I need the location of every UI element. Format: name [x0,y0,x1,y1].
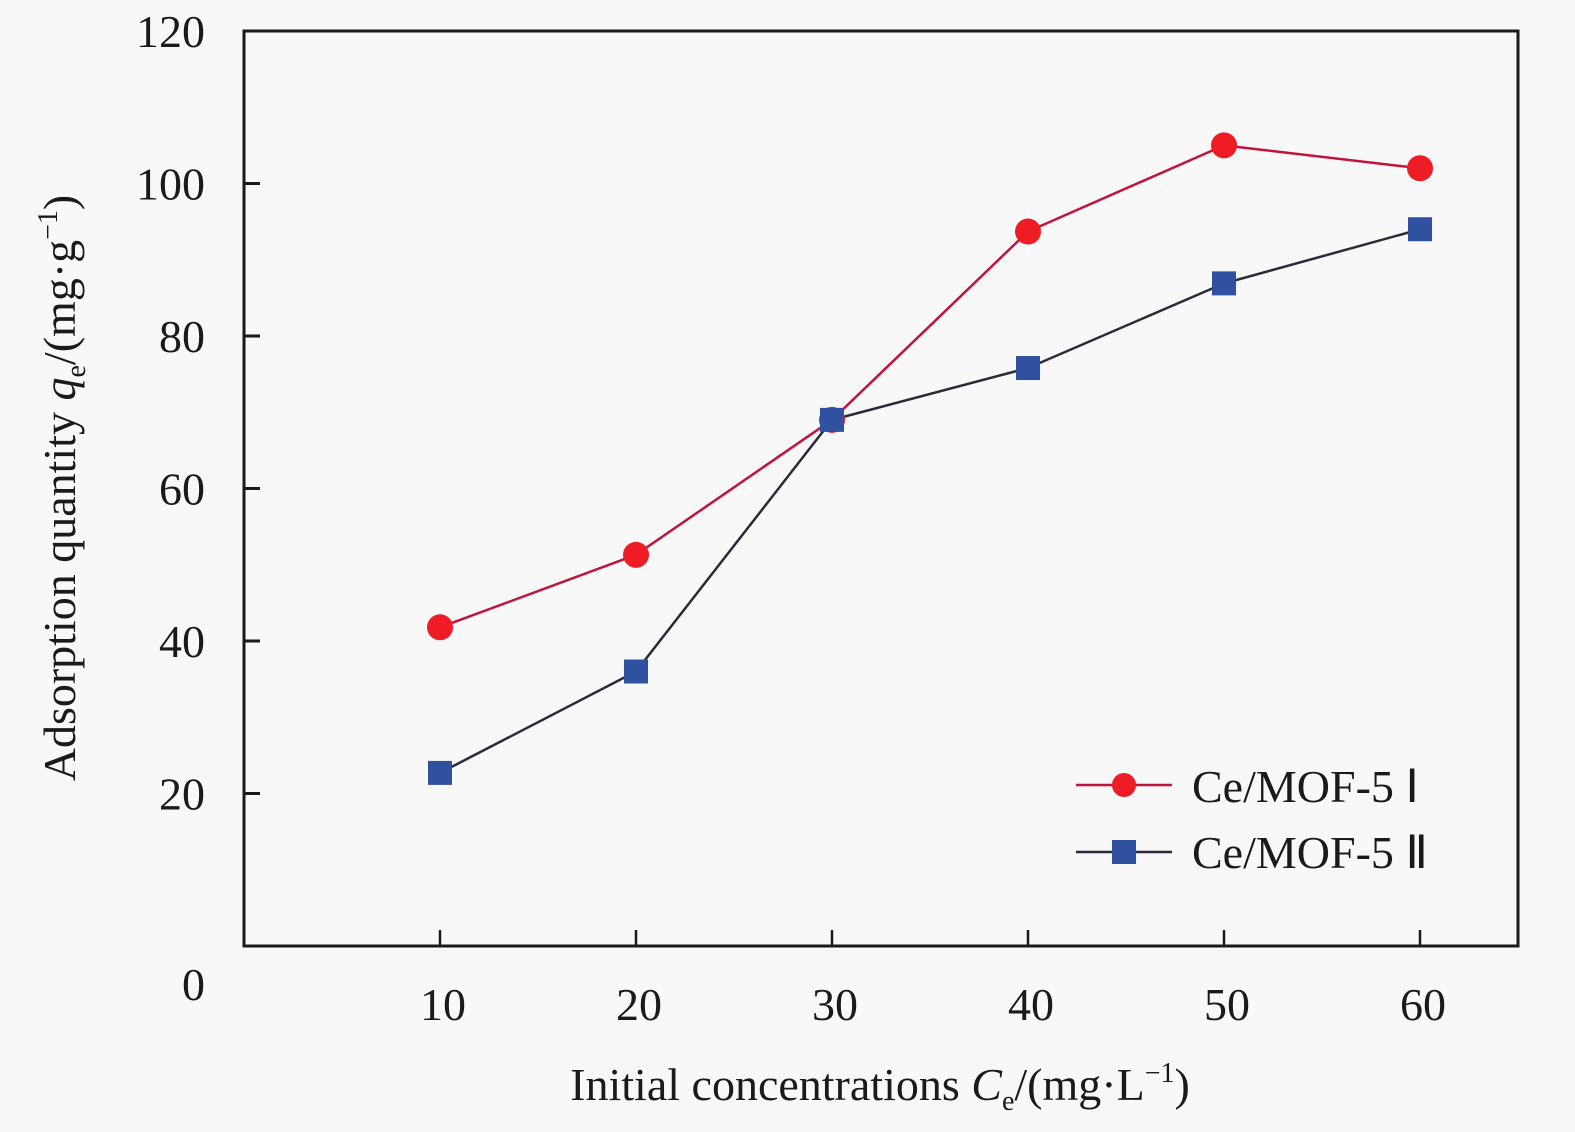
y-axis-title-sup: −1 [33,210,64,240]
x-axis-title-sup: −1 [1145,1058,1175,1089]
data-point-circle [427,614,453,641]
x-tick-label: 50 [1204,979,1250,1030]
legend-marker-square [1112,840,1136,864]
series-markers [427,132,1433,785]
series-line-2 [439,228,1421,775]
y-tick-label: 0 [182,959,205,1010]
data-point-circle [1407,155,1433,182]
x-axis-title: Initial concentrations Ce/(mg·L−1) [570,1058,1190,1117]
x-axis-title-sub: e [1002,1086,1014,1117]
y-axis-title-main: Adsorption quantity [34,401,85,782]
series-line-1 [439,144,1421,629]
x-tick-label: 60 [1400,979,1446,1030]
legend-item-series-2: Ce/MOF-5 Ⅱ [1076,827,1428,878]
x-axis-title-unit: /(mg·L [1014,1059,1144,1110]
data-point-square [624,659,648,684]
data-point-square [428,760,452,785]
series-lines [439,144,1421,775]
x-axis-ticks: 10 20 30 40 50 60 [420,930,1446,1030]
x-axis-title-close: ) [1174,1059,1189,1110]
y-tick-label: 80 [159,311,205,362]
y-tick-label: 100 [136,159,205,210]
x-tick-label: 30 [812,979,858,1030]
y-axis-title-var: q [34,378,85,401]
data-point-square [820,407,844,432]
y-axis-title-sub: e [61,365,92,377]
x-tick-label: 10 [420,979,466,1030]
x-tick-label: 40 [1008,979,1054,1030]
data-point-circle [623,541,649,568]
y-axis-title-close: ) [34,195,85,210]
y-tick-label: 60 [159,464,205,515]
data-point-square [1212,271,1236,296]
y-axis-ticks: 0 20 40 60 80 100 120 [136,6,260,1010]
data-point-circle [1015,218,1041,245]
y-axis-title: Adsorption quantity qe/(mg·g−1) [33,195,92,782]
y-tick-label: 40 [159,616,205,667]
y-tick-label: 120 [136,6,205,57]
legend-item-series-1: Ce/MOF-5 Ⅰ [1076,761,1419,812]
legend: Ce/MOF-5 Ⅰ Ce/MOF-5 Ⅱ [1076,761,1428,878]
legend-marker-circle [1112,773,1136,797]
x-axis-title-main: Initial concentrations [570,1059,971,1110]
data-point-square [1016,356,1040,381]
x-tick-label: 20 [616,979,662,1030]
y-tick-label: 20 [159,769,205,820]
legend-label-series-2: Ce/MOF-5 Ⅱ [1192,827,1428,878]
data-point-circle [1211,132,1237,159]
legend-label-series-1: Ce/MOF-5 Ⅰ [1192,761,1419,812]
y-axis-title-unit: /(mg·g [34,240,85,365]
data-point-square [1408,217,1432,242]
x-axis-title-var: C [971,1059,1003,1110]
